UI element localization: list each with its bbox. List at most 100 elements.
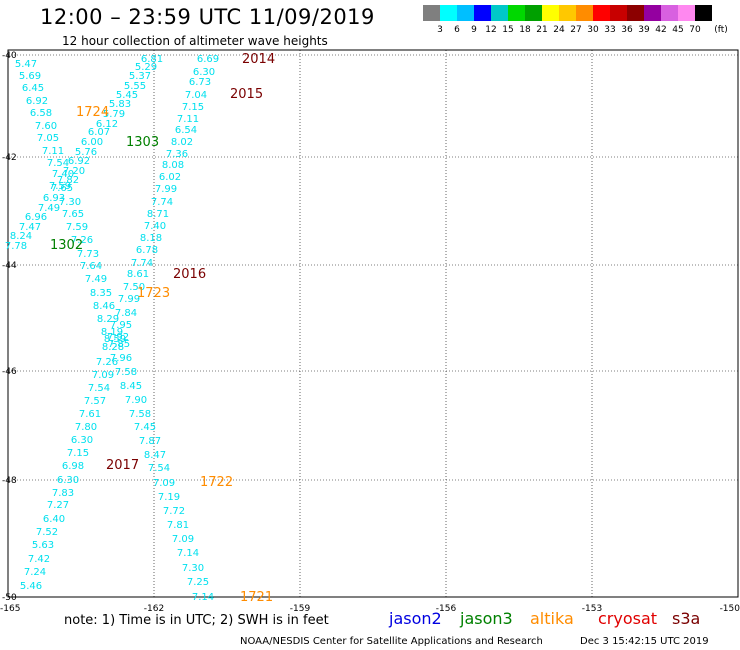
- wave-height-value: 7.15: [182, 102, 204, 113]
- wave-height-value: 7.54: [88, 383, 110, 394]
- wave-height-value: 6.54: [175, 125, 197, 136]
- wave-height-value: 7.54: [47, 158, 69, 169]
- legend-swatch: [440, 5, 457, 21]
- wave-height-value: 5.79: [103, 109, 125, 120]
- lon-tick-label: -153: [582, 604, 602, 614]
- pass-time-label: 1724: [76, 105, 109, 120]
- wave-height-value: 7.83: [52, 488, 74, 499]
- wave-height-value: 7.87: [139, 436, 161, 447]
- wave-height-value: 7.47: [19, 222, 41, 233]
- wave-height-value: 6.81: [141, 54, 163, 65]
- legend-swatch: [661, 5, 678, 21]
- legend-swatch: [678, 5, 695, 21]
- wave-height-value: 7.73: [77, 249, 99, 260]
- wave-height-value: 7.92: [107, 332, 129, 343]
- legend-swatch: [610, 5, 627, 21]
- wave-height-value: 7.11: [177, 114, 199, 125]
- wave-height-value: 7.04: [185, 90, 207, 101]
- wave-height-value: 5.69: [19, 71, 41, 82]
- legend-swatch: [559, 5, 576, 21]
- wave-height-value: 7.99: [155, 184, 177, 195]
- wave-height-value: 7.26: [71, 235, 93, 246]
- lat-tick-label: -48: [2, 476, 17, 486]
- wave-height-value: 5.47: [15, 59, 37, 70]
- lat-tick-label: -50: [2, 593, 17, 603]
- wave-height-value: 6.00: [81, 137, 103, 148]
- wave-height-value: 5.76: [75, 147, 97, 158]
- legend-label: 6: [454, 25, 460, 35]
- wave-height-value: 7.15: [67, 448, 89, 459]
- legend-unit: (ft): [714, 25, 728, 35]
- wave-height-value: 6.45: [22, 83, 44, 94]
- wave-height-value: 7.25: [187, 577, 209, 588]
- wave-height-value: 7.05: [37, 133, 59, 144]
- wave-height-value: 5.29: [135, 62, 157, 73]
- wave-height-value: 7.81: [167, 520, 189, 531]
- wave-height-value: 7.20: [63, 166, 85, 177]
- wave-height-value: 7.14: [177, 548, 199, 559]
- wave-height-value: 8.61: [127, 269, 149, 280]
- legend-label: 9: [471, 25, 477, 35]
- legend-swatch: [457, 5, 474, 21]
- wave-height-value: 8.71: [147, 209, 169, 220]
- wave-height-value: 7.85: [108, 339, 130, 350]
- wave-height-value: 7.42: [28, 554, 50, 565]
- legend-swatch: [474, 5, 491, 21]
- wave-height-value: 5.55: [124, 81, 146, 92]
- wave-height-value: 7.24: [24, 567, 46, 578]
- generated-timestamp: Dec 3 15:42:15 UTC 2019: [580, 636, 709, 647]
- wave-height-value: 7.14: [192, 592, 214, 603]
- legend-label: 18: [519, 25, 531, 35]
- figure-subtitle: 12 hour collection of altimeter wave hei…: [62, 34, 328, 48]
- legend-label: 3: [437, 25, 443, 35]
- wave-height-value: 7.96: [110, 353, 132, 364]
- wave-height-value: 6.92: [26, 96, 48, 107]
- lon-tick-label: -150: [720, 604, 740, 614]
- mission-s3a: s3a: [672, 609, 701, 628]
- wave-height-value: 8.46: [93, 301, 115, 312]
- wave-height-value: 7.58: [129, 409, 151, 420]
- wave-height-value: 7.64: [80, 261, 102, 272]
- wave-height-value: 7.65: [51, 183, 73, 194]
- wave-height-value: 8.28: [102, 342, 124, 353]
- mission-jason2: jason2: [389, 609, 442, 628]
- lon-tick-label: -159: [290, 604, 311, 614]
- legend-label: 24: [553, 25, 565, 35]
- wave-height-value: 8.19: [101, 327, 123, 338]
- legend-swatch: [525, 5, 542, 21]
- legend-label: 36: [621, 25, 633, 35]
- wave-height-value: 7.61: [79, 409, 101, 420]
- legend-label: 21: [536, 25, 548, 35]
- wave-height-value: 7.09: [92, 370, 114, 381]
- pass-time-label: 2016: [173, 267, 206, 282]
- wave-height-value: 8.02: [171, 137, 193, 148]
- wave-height-value: 7.84: [115, 308, 137, 319]
- wave-height-value: 5.46: [20, 581, 42, 592]
- wave-height-value: 7.45: [134, 422, 156, 433]
- wave-height-value: 6.92: [68, 156, 90, 167]
- legend-label: 70: [689, 25, 701, 35]
- wave-height-value: 8.45: [120, 381, 142, 392]
- wave-height-value: 7.49: [85, 274, 107, 285]
- pass-time-label: 1721: [240, 590, 273, 605]
- lon-tick-label: -165: [0, 604, 20, 614]
- wave-height-value: 7.11: [42, 146, 64, 157]
- track-2014: 6.815.295.375.555.455.835.796.126.076.00…: [5, 54, 163, 252]
- wave-height-value: 6.78: [136, 245, 158, 256]
- credit-text: NOAA/NESDIS Center for Satellite Applica…: [240, 636, 543, 647]
- wave-height-value: 7.40: [144, 221, 166, 232]
- mission-jason3: jason3: [460, 609, 513, 628]
- wave-height-value: 7.82: [57, 175, 79, 186]
- wave-height-value: 5.83: [109, 99, 131, 110]
- wave-height-value: 6.30: [71, 435, 93, 446]
- wave-height-value: 7.49: [38, 203, 60, 214]
- wave-height-value: 7.78: [5, 241, 27, 252]
- legend-label: 39: [638, 25, 650, 35]
- wave-height-value: 7.65: [62, 209, 84, 220]
- wave-height-value: 7.50: [123, 282, 145, 293]
- wave-height-value: 6.02: [159, 172, 181, 183]
- wave-height-value: 6.12: [96, 119, 118, 130]
- wave-height-value: 7.60: [35, 121, 57, 132]
